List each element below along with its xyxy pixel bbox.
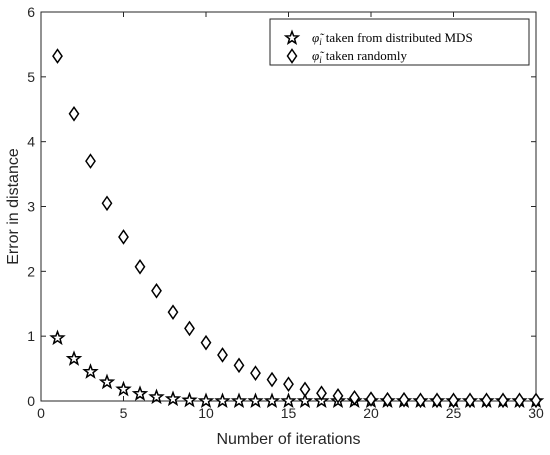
data-point-star: [115, 380, 132, 397]
data-point-star: [247, 392, 264, 409]
data-point-diamond: [316, 385, 327, 402]
legend-entry-2-text: taken randomly: [326, 48, 408, 63]
x-axis-label: Number of iterations: [216, 431, 360, 448]
data-point-diamond: [283, 376, 294, 392]
series-layer: [49, 48, 545, 409]
data-point-diamond: [448, 392, 459, 409]
x-tick-label: 30: [528, 405, 544, 421]
data-point-diamond: [266, 371, 278, 388]
legend-marker-star: [283, 29, 301, 46]
legend-entry-2: φ̃i taken randomly: [312, 48, 407, 65]
x-tick-labels: 0 5 10 15 20 25 30: [37, 405, 544, 421]
y-tick-label: 2: [27, 263, 35, 279]
plot-area: [40, 11, 537, 402]
data-point-diamond: [134, 258, 146, 275]
legend-star-icon: [283, 29, 301, 46]
data-point-star: [197, 392, 215, 409]
data-point-diamond: [200, 334, 212, 351]
data-point-star: [181, 391, 198, 408]
data-point-diamond: [299, 381, 311, 398]
y-tick-labels: 0 1 2 3 4 5 6: [27, 4, 35, 409]
data-point-diamond: [514, 392, 525, 409]
data-point-diamond: [481, 392, 492, 409]
data-point-diamond: [250, 365, 261, 381]
series-2: [52, 48, 542, 409]
data-point-diamond: [415, 392, 426, 409]
x-tick-label: 25: [446, 405, 462, 421]
data-point-diamond: [349, 389, 360, 406]
data-point-star: [164, 390, 182, 407]
data-point-star: [131, 385, 149, 401]
data-point-diamond: [118, 229, 129, 245]
y-tick-label: 4: [27, 134, 35, 150]
data-point-star: [148, 388, 165, 405]
data-point-diamond: [85, 153, 96, 169]
data-point-diamond: [52, 48, 63, 64]
y-axis-label: Error in distance: [5, 148, 22, 265]
data-point-star: [65, 350, 83, 366]
data-point-star: [230, 392, 248, 409]
legend-entry-1-text: taken from distributed MDS: [326, 30, 473, 45]
data-point-diamond: [431, 392, 443, 409]
data-point-star: [214, 392, 231, 409]
legend-marker-diamond: [286, 48, 298, 64]
legend-entry-2-subscript: i: [319, 55, 322, 65]
data-point-star: [98, 373, 116, 390]
legend-box: [269, 18, 530, 66]
data-point-diamond: [398, 391, 410, 408]
data-point-star: [49, 329, 66, 346]
x-tick-label: 15: [281, 405, 297, 421]
y-tick-label: 3: [27, 199, 35, 215]
data-point-diamond: [68, 105, 80, 122]
data-point-star: [263, 392, 281, 409]
x-tick-label: 0: [37, 405, 45, 421]
data-point-diamond: [101, 195, 113, 212]
data-point-diamond: [382, 391, 393, 408]
data-point-diamond: [233, 357, 245, 374]
legend-diamond-icon: [286, 48, 298, 64]
y-tick-label: 0: [27, 393, 35, 409]
data-point-diamond: [184, 320, 195, 337]
data-point-star: [280, 392, 297, 409]
x-tick-label: 5: [120, 405, 128, 421]
data-point-diamond: [217, 347, 228, 363]
data-point-diamond: [530, 392, 542, 409]
legend-entry-1: φ̃i taken from distributed MDS: [312, 30, 473, 47]
y-tick-label: 5: [27, 69, 35, 85]
legend: φ̃i taken from distributed MDS φ̃i taken r…: [269, 18, 530, 66]
data-point-diamond: [464, 392, 476, 409]
data-point-diamond: [151, 282, 162, 299]
legend-entry-1-subscript: i: [319, 37, 322, 47]
data-point-diamond: [332, 387, 344, 404]
x-tick-label: 20: [363, 405, 379, 421]
y-tick-label: 6: [27, 4, 35, 20]
data-point-diamond: [365, 391, 377, 407]
data-point-star: [296, 392, 314, 409]
y-tick-label: 1: [27, 328, 35, 344]
data-point-diamond: [167, 304, 179, 320]
x-tick-label: 10: [198, 405, 214, 421]
data-point-star: [82, 363, 99, 379]
data-point-diamond: [497, 392, 509, 409]
